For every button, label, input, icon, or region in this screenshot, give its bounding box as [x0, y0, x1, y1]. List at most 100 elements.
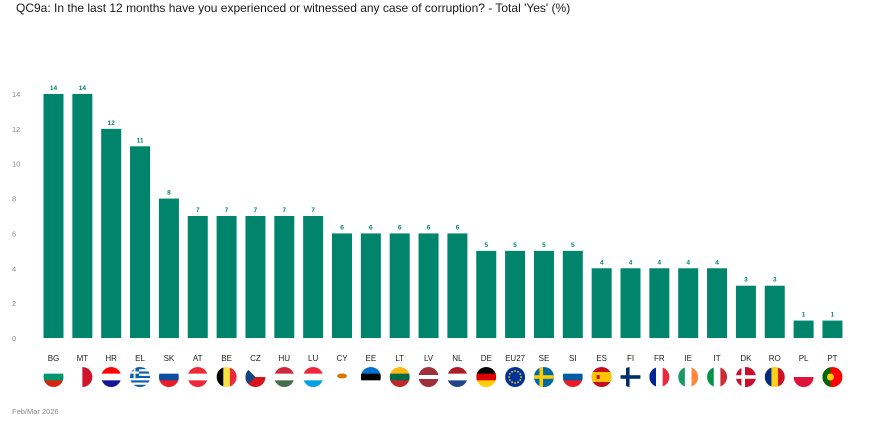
x-tick-label: HR: [105, 354, 117, 363]
flag-ee-icon: [360, 367, 381, 387]
x-tick-label: HU: [279, 354, 291, 363]
data-label: 14: [50, 85, 58, 92]
data-label: 12: [108, 120, 116, 127]
flag-it-icon: [707, 367, 728, 387]
flag-eu27-icon: [505, 367, 526, 387]
bar-hu: [274, 216, 295, 338]
survey-date-footnote: Feb/Mar 2026: [12, 407, 59, 416]
data-label: 6: [456, 224, 460, 231]
bar-cz: [245, 216, 266, 338]
x-tick-label: LU: [308, 354, 318, 363]
x-tick-label: SK: [164, 354, 175, 363]
data-label: 1: [831, 312, 835, 319]
flag-mt-icon: [72, 367, 93, 387]
x-tick-label: MT: [77, 354, 89, 363]
y-tick-label: 10: [12, 160, 20, 169]
data-label: 5: [484, 242, 488, 249]
flag-de-icon: [476, 367, 497, 387]
x-tick-label: LV: [424, 354, 434, 363]
data-label: 6: [427, 224, 431, 231]
flag-se-icon: [533, 367, 554, 387]
flag-ro-icon: [764, 367, 785, 387]
flag-es-icon: [591, 367, 612, 387]
data-label: 11: [137, 137, 144, 144]
flag-pl-icon: [793, 367, 814, 387]
data-label: 1: [802, 312, 806, 319]
flag-pt-icon: [822, 367, 843, 387]
flag-nl-icon: [447, 367, 468, 387]
flag-sk-icon: [158, 367, 179, 387]
x-tick-label: DE: [481, 354, 492, 363]
bar-lt: [389, 233, 410, 338]
x-tick-label: PL: [799, 354, 809, 363]
data-label: 5: [571, 242, 575, 249]
x-tick-label: IE: [684, 354, 692, 363]
bar-it: [707, 268, 728, 338]
flag-si-icon: [562, 367, 583, 387]
bar-ie: [678, 268, 699, 338]
data-label: 4: [600, 259, 604, 266]
y-tick-label: 0: [12, 334, 16, 343]
x-tick-label: BG: [48, 354, 60, 363]
data-label: 6: [340, 224, 344, 231]
x-tick-label: SI: [569, 354, 577, 363]
x-tick-label: NL: [452, 354, 463, 363]
flag-be-icon: [216, 367, 237, 387]
x-tick-label: DK: [740, 354, 752, 363]
x-tick-label: SE: [539, 354, 550, 363]
data-label: 14: [79, 85, 87, 92]
data-label: 3: [773, 277, 777, 284]
bar-fr: [649, 268, 670, 338]
data-label: 5: [542, 242, 546, 249]
data-label: 7: [282, 207, 286, 214]
x-tick-label: CZ: [250, 354, 261, 363]
x-tick-label: BE: [221, 354, 232, 363]
flag-hr-icon: [101, 367, 122, 387]
bar-dk: [735, 285, 756, 338]
bar-lv: [418, 233, 439, 338]
x-tick-label: LT: [395, 354, 404, 363]
x-tick-label: EL: [135, 354, 145, 363]
bar-nl: [447, 233, 468, 338]
flag-lu-icon: [303, 367, 324, 387]
y-tick-label: 14: [12, 90, 20, 99]
x-tick-label: FI: [627, 354, 634, 363]
bar-es: [591, 268, 612, 338]
bar-at: [187, 216, 208, 338]
bar-pt: [822, 320, 843, 338]
bar-be: [216, 216, 237, 338]
y-tick-label: 8: [12, 195, 16, 204]
y-tick-label: 2: [12, 299, 16, 308]
data-label: 8: [167, 190, 171, 197]
flag-ie-icon: [678, 367, 699, 387]
bar-lu: [303, 216, 324, 338]
data-label: 7: [311, 207, 315, 214]
y-tick-label: 4: [12, 264, 16, 273]
flag-hu-icon: [274, 367, 295, 387]
bar-bg: [43, 94, 64, 338]
data-label: 3: [744, 277, 748, 284]
x-tick-label: ES: [596, 354, 607, 363]
x-tick-label: EE: [366, 354, 377, 363]
flag-lt-icon: [389, 367, 410, 387]
bar-de: [476, 250, 497, 338]
bar-eu27: [505, 250, 526, 338]
bar-mt: [72, 94, 93, 338]
flag-fi-icon: [620, 367, 641, 387]
bar-ee: [360, 233, 381, 338]
data-label: 7: [225, 207, 229, 214]
flag-fr-icon: [649, 367, 670, 387]
x-tick-label: RO: [769, 354, 781, 363]
bar-fi: [620, 268, 641, 338]
flag-bg-icon: [43, 367, 64, 387]
data-label: 4: [629, 259, 633, 266]
data-label: 4: [686, 259, 690, 266]
bar-pl: [793, 320, 814, 338]
y-tick-label: 6: [12, 229, 16, 238]
x-tick-label: AT: [193, 354, 203, 363]
data-label: 5: [513, 242, 517, 249]
flag-lv-icon: [418, 367, 439, 387]
x-tick-label: EU27: [505, 354, 526, 363]
data-label: 4: [715, 259, 719, 266]
